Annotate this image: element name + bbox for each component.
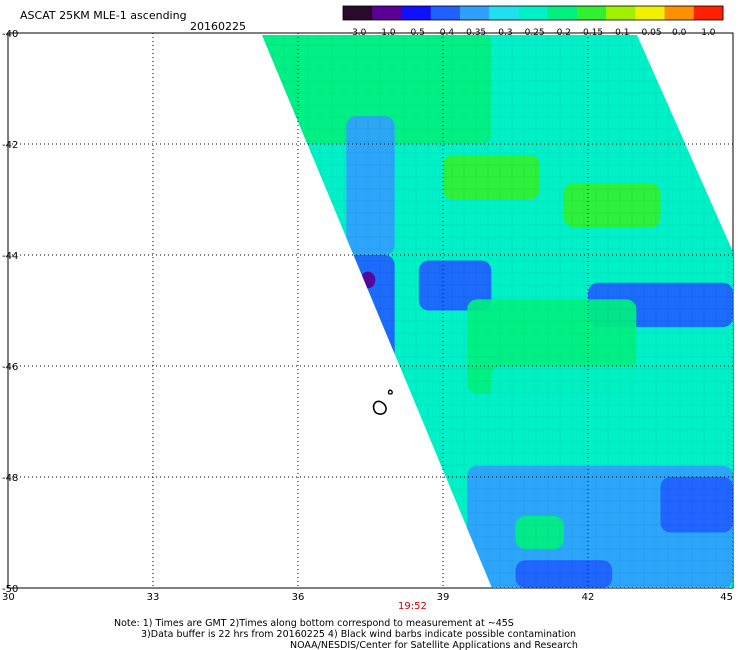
note-line-1: Note: 1) Times are GMT 2)Times along bot… [114,618,514,629]
y-tick-label: -42 [2,140,18,151]
colorbar-swatch [343,6,373,20]
note-line-2: 3)Data buffer is 22 hrs from 20160225 4)… [141,629,576,640]
swath-region [418,260,492,311]
y-tick-label: -40 [2,29,18,40]
x-tick-label: 42 [582,592,595,603]
x-tick-label: 33 [147,592,160,603]
swath-region [443,155,540,200]
colorbar-swatch [547,6,578,20]
swath-region [346,116,395,255]
x-tick-label: 30 [2,592,15,603]
swath-region [515,560,613,588]
swath-region [515,515,564,550]
island-outline [372,389,393,415]
y-axis-ticks: -40 -42 -44 -46 -48 -50 [2,29,18,595]
pass-time-label: 19:52 [398,601,427,612]
colorbar-swatch [459,6,490,20]
colorbar-swatch [606,6,636,20]
colorbar-swatch [518,6,549,20]
swath-region [563,182,661,228]
colorbar-swatch [489,6,519,20]
swath-region [491,88,685,172]
colorbar-swatch [430,6,461,20]
y-tick-label: -48 [2,473,18,484]
y-tick-label: -50 [2,584,18,595]
chart-date: 20160225 [190,20,246,33]
swath-data [262,35,733,588]
colorbar [342,5,724,21]
colorbar-swatch [635,6,666,20]
grid-lines [7,32,734,589]
y-tick-label: -44 [2,251,18,262]
colorbar-swatch [664,6,695,20]
colorbar-swatch [693,6,724,20]
y-tick-label: -46 [2,362,18,373]
chart-title: ASCAT 25KM MLE-1 ascending [20,9,187,22]
swath-region [491,366,733,466]
x-tick-label: 36 [292,592,305,603]
swath-region [322,255,395,366]
colorbar-swatch [576,6,607,20]
note-line-3: NOAA/NESDIS/Center for Satellite Applica… [290,640,578,650]
x-tick-label: 39 [437,592,450,603]
swath-region [262,35,492,144]
x-tick-label: 45 [720,592,733,603]
colorbar-swatch [401,6,432,20]
swath-region [660,477,733,533]
colorbar-swatch [372,6,402,20]
x-axis-ticks: 30 33 36 39 42 45 [2,592,733,603]
